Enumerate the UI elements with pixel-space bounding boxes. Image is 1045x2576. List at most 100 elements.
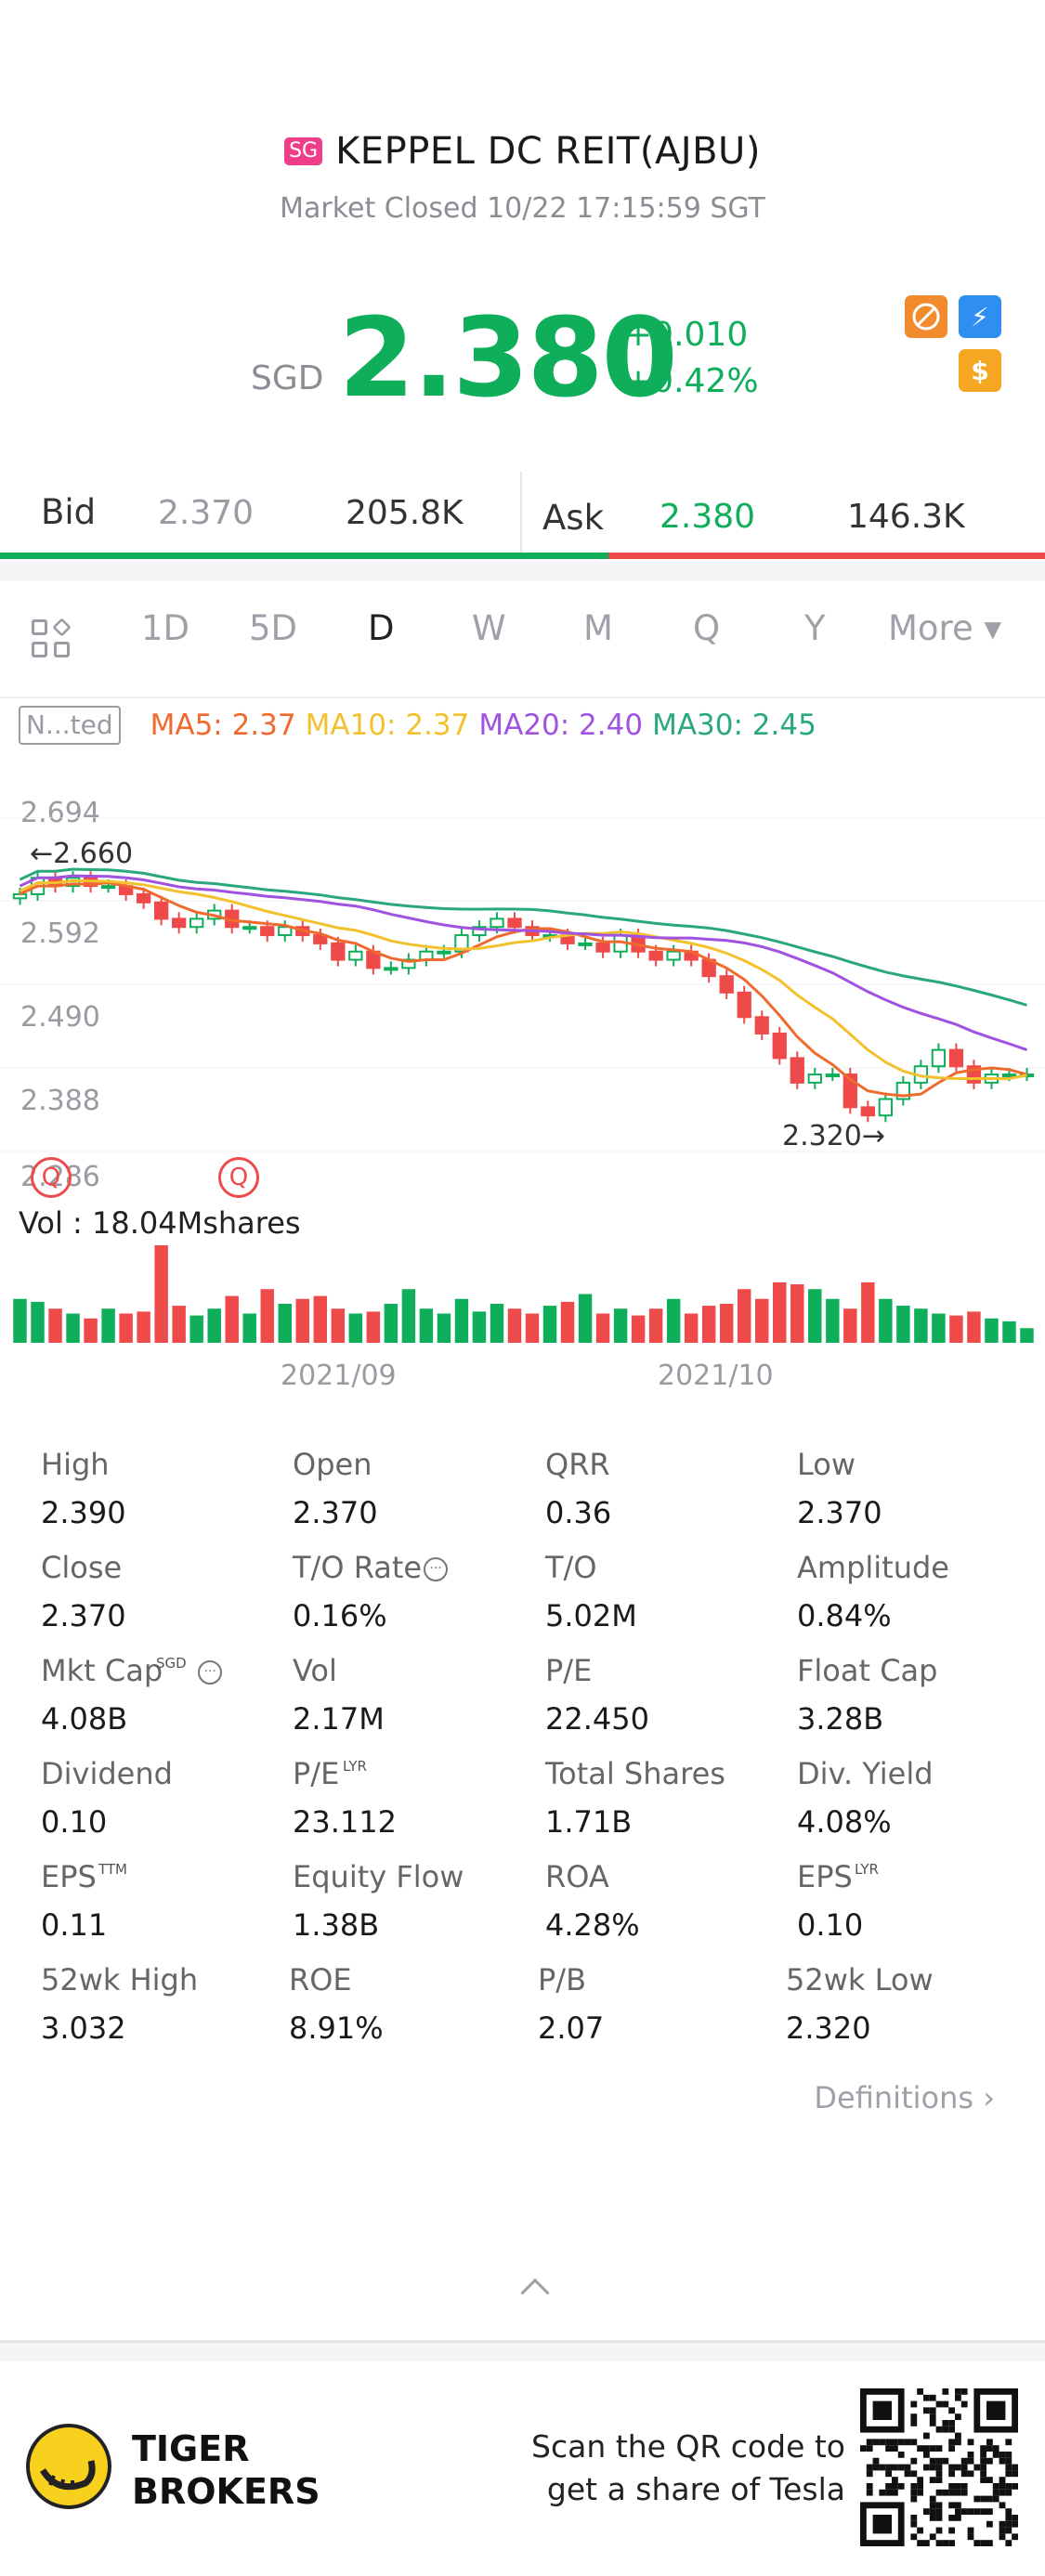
period-superscript: TTM — [98, 1861, 128, 1878]
chevron-up-icon[interactable] — [520, 2278, 550, 2308]
currency-superscript: SGD — [156, 1655, 187, 1672]
volume-bar — [101, 1308, 115, 1343]
tab-y[interactable]: Y — [804, 608, 826, 648]
volume-bar — [419, 1308, 434, 1343]
volume-bar — [384, 1304, 398, 1343]
candle-body — [278, 926, 293, 937]
market-flag-badge: SG — [284, 137, 323, 165]
candle-body — [384, 967, 398, 971]
volume-bar — [366, 1311, 381, 1343]
event-marker-icon[interactable]: Q — [31, 1157, 72, 1198]
stat-cell: P/E LYR 23.112 — [293, 1753, 543, 1842]
stat-value: 0.10 — [797, 1907, 864, 1943]
stat-cell: ROE 8.91% — [289, 1959, 540, 2049]
volume-bar — [189, 1315, 203, 1343]
adjust-mode-button[interactable]: N...ted — [19, 706, 121, 745]
stat-value: 2.320 — [786, 2010, 871, 2046]
stat-cell: Open 2.370 — [293, 1444, 543, 1533]
volume-bar — [207, 1308, 221, 1343]
y-tick-label: 2.490 — [20, 1001, 100, 1034]
candlestick-chart[interactable] — [0, 817, 1045, 1412]
volume-bar — [507, 1308, 522, 1343]
tab-1d[interactable]: 1D — [141, 608, 190, 648]
bid-price: 2.370 — [158, 494, 255, 532]
stat-value: 0.84% — [797, 1598, 892, 1633]
volume-bar — [932, 1313, 946, 1343]
candle-body — [790, 1057, 804, 1084]
volume-bar — [861, 1281, 875, 1343]
stat-key: 52wk High — [41, 1962, 199, 1997]
candle-body — [578, 942, 593, 946]
volume-bar — [826, 1298, 840, 1343]
stat-value: 3.28B — [797, 1701, 884, 1737]
volume-bar — [454, 1298, 469, 1343]
stat-key: Open — [293, 1447, 372, 1482]
candle-body — [136, 892, 151, 904]
qr-code — [860, 2388, 1018, 2546]
volume-bar — [278, 1304, 292, 1343]
x-tick-label: 2021/09 — [281, 1360, 397, 1392]
volume-chart[interactable] — [0, 1235, 1045, 1347]
tab-d[interactable]: D — [368, 608, 395, 648]
candle-body — [1001, 1073, 1017, 1078]
candle-body — [313, 934, 328, 944]
candle-body — [825, 1073, 840, 1078]
volume-bar — [313, 1295, 328, 1343]
candle-body — [12, 892, 28, 900]
volume-bar — [773, 1281, 787, 1343]
volume-bar — [137, 1311, 150, 1343]
layout-grid-icon[interactable] — [32, 618, 72, 660]
tab-5d[interactable]: 5D — [249, 608, 298, 648]
stat-key: Div. Yield — [797, 1756, 934, 1791]
last-price: 2.380 — [338, 293, 677, 422]
tiger-logo — [26, 2424, 111, 2509]
market-status: Market Closed 10/22 17:15:59 SGT — [280, 192, 765, 225]
stat-value: 4.08% — [797, 1804, 892, 1840]
stat-cell: Close 2.370 — [41, 1547, 292, 1636]
stat-key: High — [41, 1447, 110, 1482]
stat-cell: 52wk Low 2.320 — [786, 1959, 1037, 2049]
stat-value: 4.08B — [41, 1701, 128, 1737]
ma10-line — [19, 878, 1027, 1080]
volume-bar — [84, 1318, 98, 1343]
definitions-link[interactable]: Definitions › — [814, 2080, 995, 2115]
stat-value: 5.02M — [545, 1598, 637, 1633]
section-separator — [0, 561, 1045, 581]
bid-size: 205.8K — [346, 494, 464, 532]
stat-value: 0.11 — [41, 1907, 108, 1943]
dollar-icon[interactable]: $ — [959, 349, 1001, 392]
tabs-divider — [0, 696, 1045, 698]
ma-indicator-row: N...ted MA5: 2.37 MA10: 2.37 MA20: 2.40 … — [19, 706, 816, 745]
candle-body — [472, 926, 487, 937]
volume-bar — [119, 1313, 133, 1343]
x-tick-label: 2021/10 — [658, 1360, 774, 1392]
volume-bar — [666, 1298, 681, 1343]
stat-value: 22.450 — [545, 1701, 649, 1737]
no-short-icon[interactable] — [905, 295, 947, 338]
stock-title: SG KEPPEL DC REIT(AJBU) — [0, 130, 1045, 173]
stat-value: 8.91% — [289, 2010, 384, 2046]
candle-body — [172, 917, 187, 929]
volume-bar — [719, 1304, 734, 1343]
period-tabs: 1D 5D D W M Q Y More ▾ — [0, 608, 1045, 673]
event-marker-icon[interactable]: Q — [218, 1157, 259, 1198]
stat-key: Mkt Cap — [41, 1653, 163, 1688]
info-icon[interactable]: ··· — [198, 1660, 223, 1685]
ma10-label: MA10: 2.37 — [305, 709, 470, 742]
change-percent: +0.42% — [624, 362, 759, 400]
tab-w[interactable]: W — [472, 608, 506, 648]
info-icon[interactable]: ··· — [424, 1557, 449, 1581]
stat-key: Total Shares — [545, 1756, 725, 1791]
tab-q[interactable]: Q — [693, 608, 721, 648]
volume-bar — [737, 1289, 751, 1343]
period-superscript: LYR — [343, 1758, 367, 1775]
lightning-level1-icon[interactable]: ⚡ — [959, 295, 1001, 338]
stat-cell: Dividend 0.10 — [41, 1753, 292, 1842]
volume-bar — [914, 1308, 928, 1343]
stat-cell: Div. Yield 4.08% — [797, 1753, 1045, 1842]
y-tick-label: 2.592 — [20, 917, 100, 950]
tab-more[interactable]: More ▾ — [888, 608, 1002, 648]
ma30-line — [19, 867, 1027, 1007]
tab-m[interactable]: M — [583, 608, 613, 648]
stat-key: Close — [41, 1550, 123, 1585]
